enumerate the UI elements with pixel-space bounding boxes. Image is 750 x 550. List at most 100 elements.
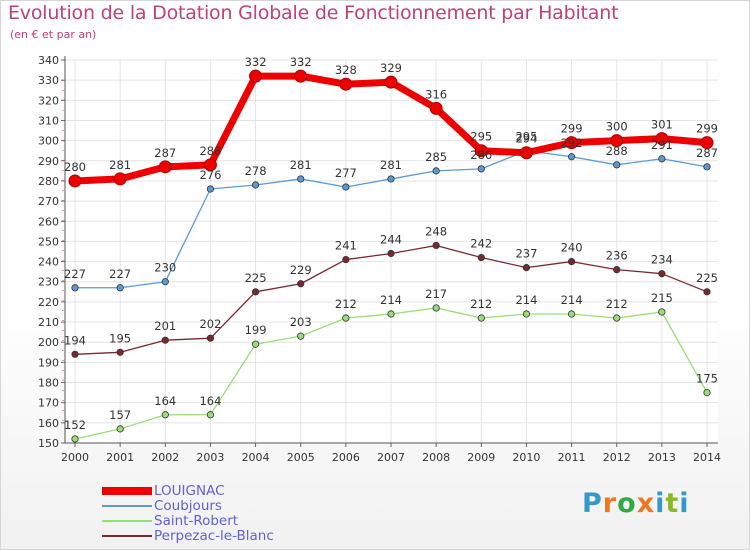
data-point [655,132,669,146]
data-label: 225 [696,271,718,285]
series-coubjours [71,147,711,292]
data-point [387,310,395,318]
y-tick-label: 170 [38,397,59,410]
x-tick-label: 2005 [287,451,315,464]
data-label: 329 [380,61,402,75]
data-point [116,348,124,356]
data-point [384,75,398,89]
data-label: 287 [696,146,718,160]
data-label: 295 [515,130,537,144]
data-label: 295 [470,130,492,144]
data-point [432,304,440,312]
data-label: 299 [561,122,583,136]
logo-letter: o [617,488,637,519]
data-label: 280 [64,160,86,174]
y-tick-label: 320 [38,94,59,107]
data-point [206,185,215,193]
data-point [158,160,172,174]
data-label: 285 [425,150,447,164]
data-label: 242 [470,237,492,251]
data-point [297,332,305,340]
data-point [251,181,260,189]
x-tick-label: 2002 [151,451,179,464]
y-tick-label: 160 [38,417,59,430]
x-tick-label: 2000 [61,451,89,464]
logo-letter: x [636,488,656,519]
legend-label: LOUIGNAC [154,483,225,499]
data-point [703,389,711,397]
data-label: 229 [290,263,312,277]
data-point [206,411,215,419]
data-point [342,183,350,191]
logo-letter: r [602,488,618,519]
data-label: 215 [651,291,673,305]
y-tick-label: 340 [38,54,59,67]
data-point [251,288,260,296]
data-point [613,161,621,169]
y-tick-label: 330 [38,74,59,87]
data-point [161,336,169,344]
y-tick-label: 310 [38,114,59,127]
data-point [477,253,485,262]
chart-title: Evolution de la Dotation Globale de Fonc… [8,2,619,24]
data-label: 157 [109,408,131,422]
data-point [658,155,666,163]
data-label: 202 [199,317,221,331]
data-label: 225 [245,271,267,285]
y-tick-label: 210 [38,316,59,329]
data-label: 203 [290,315,312,329]
data-label: 281 [380,158,402,172]
data-point [522,310,531,318]
data-point [567,310,576,318]
y-tick-label: 190 [38,356,59,369]
data-point [161,411,169,419]
y-tick-label: 260 [38,215,59,228]
x-tick-label: 2003 [196,451,224,464]
data-label: 278 [245,164,267,178]
data-label: 230 [154,261,176,275]
data-point [613,314,621,322]
data-point [116,284,124,292]
data-point [387,175,395,183]
data-point [203,158,217,172]
data-label: 332 [290,55,312,69]
data-label: 299 [696,122,718,136]
data-label: 287 [154,146,176,160]
data-point [297,175,305,183]
data-point [522,264,531,272]
x-tick-label: 2011 [558,451,586,464]
data-label: 300 [606,120,628,134]
data-label: 227 [64,267,86,281]
data-label: 236 [606,249,628,263]
legend-swatch [102,535,152,537]
data-point [161,278,169,286]
data-label: 294 [515,132,537,146]
data-label: 217 [425,287,447,301]
legend-swatch [102,505,152,507]
data-point [565,136,579,150]
data-point [477,314,485,322]
data-label: 152 [64,418,86,432]
data-label: 328 [335,63,357,77]
data-label: 281 [109,158,131,172]
y-tick-label: 300 [38,135,59,148]
data-point [703,163,711,171]
x-tick-label: 2006 [332,451,360,464]
y-tick-label: 250 [38,235,59,248]
data-point [71,435,79,443]
y-tick-label: 230 [38,276,59,289]
data-point [116,425,124,433]
data-label: 214 [561,293,583,307]
data-point [613,266,621,274]
data-label: 212 [335,297,357,311]
y-tick-label: 240 [38,256,59,269]
logo-letter: P [582,488,603,519]
data-label: 332 [245,55,267,69]
legend-swatch [102,487,152,495]
data-label: 212 [606,297,628,311]
data-point [68,174,82,188]
data-point [474,144,488,158]
data-label: 214 [515,293,537,307]
data-point [71,350,79,358]
